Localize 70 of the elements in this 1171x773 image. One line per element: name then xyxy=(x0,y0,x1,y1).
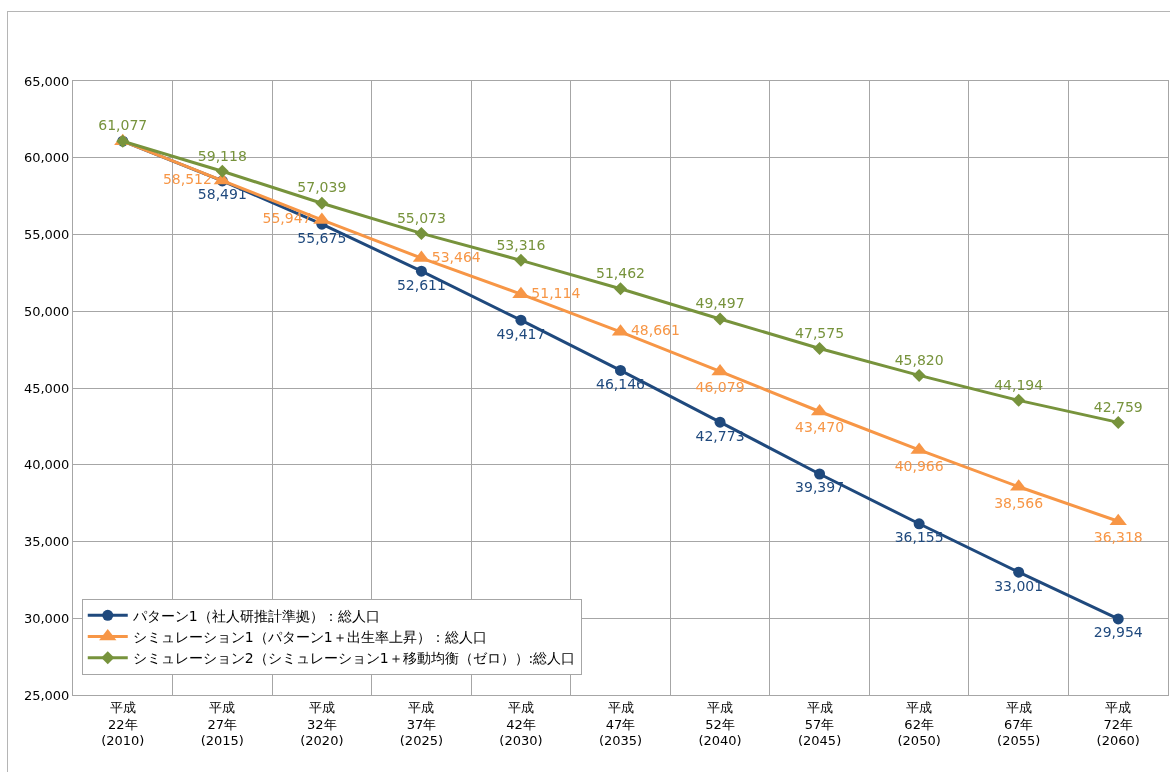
x-tick-label: 平成 72年 (2060) xyxy=(1096,699,1140,749)
data-label: 43,470 xyxy=(795,419,845,436)
x-tick-label: 平成 52年 (2040) xyxy=(698,699,742,749)
data-label: 45,820 xyxy=(894,351,944,368)
y-tick-label: 60,000 xyxy=(23,150,70,166)
data-label: 53,464 xyxy=(431,248,481,265)
data-label: 49,497 xyxy=(695,295,745,312)
data-label: 33,001 xyxy=(994,577,1044,594)
x-tick-label: 平成 57年 (2045) xyxy=(797,699,842,749)
point xyxy=(711,363,729,376)
data-label: 59,118 xyxy=(197,147,247,164)
point xyxy=(1012,393,1026,407)
data-label: 58,491 xyxy=(197,186,247,203)
y-tick-label: 35,000 xyxy=(23,534,70,550)
point xyxy=(615,364,626,376)
x-tick-label: 平成 67年 (2055) xyxy=(997,699,1041,749)
point xyxy=(415,265,427,277)
data-label: 52,611 xyxy=(396,276,446,293)
data-label: 46,146 xyxy=(596,375,646,392)
point xyxy=(912,368,926,382)
legend-label: シミュレーション2（シミュレーション1＋移動均衡（ゼロ））:総人口 xyxy=(132,650,576,667)
data-label: 40,966 xyxy=(894,457,944,474)
point xyxy=(814,468,826,480)
y-tick-label: 25,000 xyxy=(23,687,70,703)
point xyxy=(714,416,726,428)
point xyxy=(414,226,428,240)
data-label: 57,039 xyxy=(297,179,347,196)
data-label: 44,194 xyxy=(994,376,1044,393)
data-label: 36,318 xyxy=(1093,529,1143,546)
data-label: 55,073 xyxy=(396,209,446,226)
x-tick-label: 平成 22年 (2010) xyxy=(101,699,145,749)
data-label: 46,079 xyxy=(695,379,745,396)
point xyxy=(813,341,827,355)
point xyxy=(1109,513,1127,526)
data-label: 48,661 xyxy=(630,322,680,339)
data-label: 61,077 xyxy=(98,117,148,134)
data-label: 29,954 xyxy=(1093,624,1143,641)
legend-label: シミュレーション1（パターン1＋出生率上昇）：総人口 xyxy=(132,629,487,645)
y-tick-label: 45,000 xyxy=(23,380,70,396)
x-tick-label: 平成 47年 (2035) xyxy=(598,699,643,749)
data-label: 51,462 xyxy=(596,265,645,282)
point xyxy=(1013,566,1025,578)
x-tick-label: 平成 32年 (2020) xyxy=(300,699,344,749)
point xyxy=(514,253,528,267)
point xyxy=(215,164,229,178)
y-tick-label: 55,000 xyxy=(23,227,70,243)
x-tick-label: 平成 42年 (2030) xyxy=(499,699,543,749)
point xyxy=(1112,613,1124,625)
legend-label: パターン1（社人研推計準拠）：総人口 xyxy=(131,607,380,624)
y-tick-label: 50,000 xyxy=(23,303,70,319)
point xyxy=(1111,415,1125,429)
y-tick-label: 30,000 xyxy=(23,610,70,626)
x-tick-label: 平成 27年 (2015) xyxy=(200,699,244,749)
point xyxy=(315,196,329,210)
x-tick-label: 平成 37年 (2025) xyxy=(399,699,444,749)
data-label: 51,114 xyxy=(531,284,581,301)
x-tick-label: 平成 62年 (2050) xyxy=(897,699,941,749)
data-label: 47,575 xyxy=(795,324,845,341)
point xyxy=(614,282,627,296)
y-tick-label: 65,000 xyxy=(23,73,70,89)
data-label: 55,675 xyxy=(297,229,347,246)
data-label: 38,566 xyxy=(994,494,1044,511)
data-label: 39,397 xyxy=(795,479,845,496)
data-label: 53,316 xyxy=(496,236,546,253)
y-tick-label: 40,000 xyxy=(23,457,70,473)
point xyxy=(515,314,527,326)
point xyxy=(713,312,727,326)
data-label: 42,759 xyxy=(1093,398,1143,415)
data-label: 36,155 xyxy=(894,529,944,546)
point xyxy=(913,518,925,530)
